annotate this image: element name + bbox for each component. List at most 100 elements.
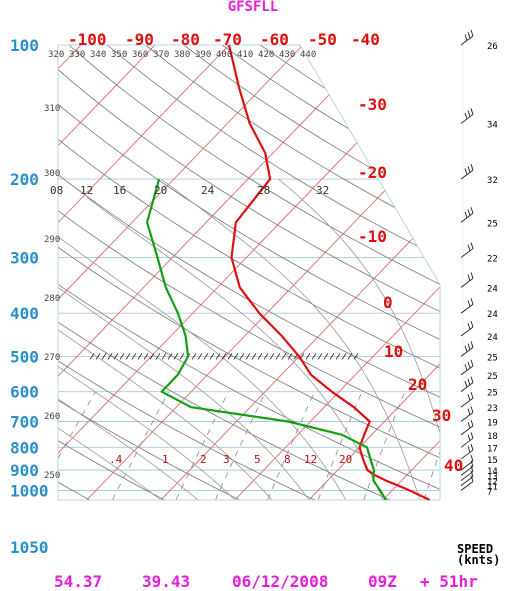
tropopause-hatch bbox=[215, 353, 221, 360]
pressure-tick-label: 400 bbox=[10, 304, 39, 323]
tropopause-hatch bbox=[317, 353, 323, 360]
theta-tick-label: 320 bbox=[48, 50, 64, 60]
isotherm-line bbox=[58, 45, 378, 500]
wind-barb-flag bbox=[470, 475, 474, 482]
wind-barb-flag bbox=[470, 298, 474, 305]
wind-barb-flag bbox=[464, 34, 468, 41]
wind-barb-shaft bbox=[460, 471, 474, 481]
mixing-ratio-line bbox=[267, 391, 315, 500]
tropopause-hatch bbox=[137, 353, 143, 360]
speed-unit-sublabel: (knts) bbox=[457, 553, 501, 567]
pressure-tick-label: 900 bbox=[10, 461, 39, 480]
wind-barb-flag bbox=[470, 242, 474, 249]
theta-tick-label: 310 bbox=[44, 104, 60, 114]
wind-speed-label: 23 bbox=[487, 404, 498, 414]
plot-border bbox=[57, 44, 441, 501]
theta-tick-label: 440 bbox=[300, 50, 316, 60]
isotherm-line bbox=[0, 45, 7, 500]
footer-forecast: + 51hr bbox=[420, 572, 478, 591]
isotherm-line bbox=[308, 45, 440, 500]
mixing-ratio-line bbox=[58, 391, 96, 500]
tropopause-hatch bbox=[335, 353, 341, 360]
wind-barb-flag bbox=[470, 359, 474, 366]
wind-speed-label: 12 bbox=[487, 478, 498, 488]
wind-speed-label: 19 bbox=[487, 418, 498, 428]
pressure-tick-label: 100 bbox=[10, 36, 39, 55]
tropopause-hatch bbox=[209, 353, 215, 360]
wind-barb-shaft bbox=[460, 460, 474, 471]
temperature-tick-label: -60 bbox=[260, 30, 289, 49]
tropopause-hatch bbox=[203, 353, 209, 360]
wind-barb-flag bbox=[470, 163, 474, 171]
theta-tick-label: 330 bbox=[69, 50, 85, 60]
dry-adiabat bbox=[58, 45, 240, 500]
tropopause-hatch bbox=[191, 353, 197, 360]
mixing-ratio-lines bbox=[58, 391, 440, 500]
wind-speed-label: 24 bbox=[487, 284, 498, 294]
wind-barb-shaft bbox=[460, 466, 474, 476]
footer-date: 06/12/2008 bbox=[232, 572, 329, 591]
wind-speed-label: 26 bbox=[487, 42, 498, 52]
mixing-ratio-tick-label: 3 bbox=[223, 453, 230, 466]
theta-tick-label: 380 bbox=[174, 50, 190, 60]
wind-speed-label: 13 bbox=[487, 472, 498, 482]
mixing-ratio-tick-label: 1 bbox=[162, 453, 169, 466]
wind-speed-label: 32 bbox=[487, 176, 498, 186]
mixing-ratio-tick-label: 20 bbox=[154, 184, 167, 197]
tropopause-hatch bbox=[275, 353, 281, 360]
wind-barb-flag bbox=[470, 460, 474, 467]
wind-barb-flag bbox=[467, 32, 471, 39]
wind-barb-shaft bbox=[460, 35, 474, 46]
tropopause-hatch bbox=[227, 353, 233, 360]
mixing-ratio-line bbox=[215, 391, 266, 500]
tropopause-hatch bbox=[233, 353, 239, 360]
pressure-tick-label: 500 bbox=[10, 347, 39, 366]
temperature-tick-label: 0 bbox=[383, 293, 393, 312]
dry-adiabat bbox=[58, 45, 440, 500]
tropopause-hatch bbox=[311, 353, 317, 360]
theta-tick-label: 400 bbox=[216, 50, 232, 60]
tropopause-hatch bbox=[155, 353, 161, 360]
moist-adiabat bbox=[58, 307, 236, 500]
wind-barb-shaft bbox=[460, 365, 474, 376]
mixing-ratio-line bbox=[112, 391, 169, 500]
wind-speed-label: 17 bbox=[487, 444, 498, 454]
temperature-tick-label: -30 bbox=[358, 95, 387, 114]
dry-adiabat bbox=[0, 45, 15, 500]
tropopause-hatch bbox=[197, 353, 203, 360]
theta-tick-label: 350 bbox=[111, 50, 127, 60]
wind-speed-label: 24 bbox=[487, 333, 498, 343]
axis-labels: 10020030040050060070080090010001050-100-… bbox=[10, 30, 463, 557]
wind-barb-flag bbox=[464, 364, 468, 371]
isotherm-line bbox=[58, 45, 156, 500]
tropopause-hatch bbox=[239, 353, 245, 360]
isotherm-line bbox=[234, 45, 440, 500]
dry-adiabat bbox=[68, 45, 440, 500]
theta-tick-label: 340 bbox=[90, 50, 106, 60]
isotherm-line bbox=[160, 45, 440, 500]
wind-barb-flag bbox=[467, 361, 471, 369]
mixing-ratio-line bbox=[317, 391, 363, 500]
isotherm-line bbox=[58, 45, 304, 500]
theta-tick-label: 430 bbox=[279, 50, 295, 60]
theta-tick-label: 420 bbox=[258, 50, 274, 60]
tropopause-hatch bbox=[173, 353, 179, 360]
theta-tick-label: 410 bbox=[237, 50, 253, 60]
wind-barb-flag bbox=[467, 274, 471, 281]
tropopause-hatch bbox=[101, 353, 107, 360]
footer-lon: 39.43 bbox=[142, 572, 191, 591]
theta-tick-label: 260 bbox=[44, 412, 60, 422]
sounding-profiles bbox=[146, 44, 430, 501]
temperature-tick-label: 40 bbox=[444, 456, 463, 475]
tropopause-hatch bbox=[329, 353, 335, 360]
theta-tick-label: 390 bbox=[195, 50, 211, 60]
wind-barb-shaft bbox=[460, 449, 474, 460]
mixing-ratio-tick-label: 16 bbox=[113, 184, 126, 197]
wind-barb-flag bbox=[467, 166, 471, 173]
temperature-tick-label: -50 bbox=[308, 30, 337, 49]
wind-barb-flag bbox=[467, 343, 471, 350]
mixing-ratio-tick-label: 20 bbox=[339, 453, 352, 466]
tropopause-hatch bbox=[263, 353, 269, 360]
wind-barb-flag bbox=[470, 376, 474, 383]
wind-barb-flag bbox=[467, 378, 471, 386]
